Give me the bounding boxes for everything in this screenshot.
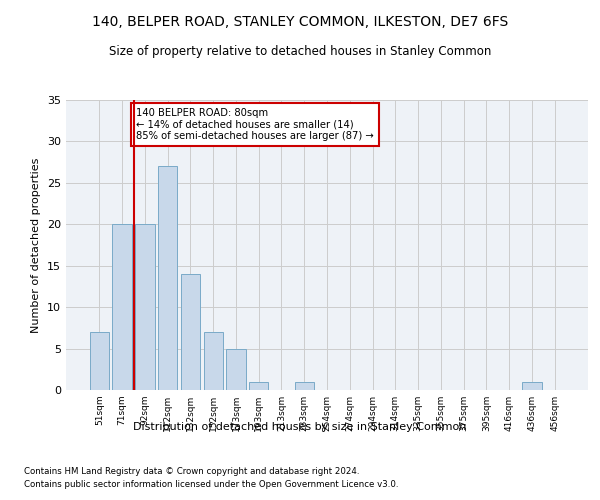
- Bar: [226, 348, 245, 390]
- Bar: [112, 224, 132, 390]
- Bar: [181, 274, 200, 390]
- Bar: [90, 332, 109, 390]
- Y-axis label: Number of detached properties: Number of detached properties: [31, 158, 41, 332]
- Bar: [158, 166, 178, 390]
- Text: Contains public sector information licensed under the Open Government Licence v3: Contains public sector information licen…: [24, 480, 398, 489]
- Bar: [249, 382, 268, 390]
- Bar: [203, 332, 223, 390]
- Text: 140 BELPER ROAD: 80sqm
← 14% of detached houses are smaller (14)
85% of semi-det: 140 BELPER ROAD: 80sqm ← 14% of detached…: [136, 108, 374, 142]
- Bar: [522, 382, 542, 390]
- Text: Contains HM Land Registry data © Crown copyright and database right 2024.: Contains HM Land Registry data © Crown c…: [24, 468, 359, 476]
- Text: Size of property relative to detached houses in Stanley Common: Size of property relative to detached ho…: [109, 45, 491, 58]
- Text: 140, BELPER ROAD, STANLEY COMMON, ILKESTON, DE7 6FS: 140, BELPER ROAD, STANLEY COMMON, ILKEST…: [92, 15, 508, 29]
- Bar: [135, 224, 155, 390]
- Bar: [295, 382, 314, 390]
- Text: Distribution of detached houses by size in Stanley Common: Distribution of detached houses by size …: [133, 422, 467, 432]
